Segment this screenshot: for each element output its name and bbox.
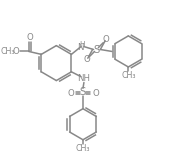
Text: H: H [79, 41, 85, 47]
Text: S: S [93, 45, 100, 54]
Text: O: O [83, 55, 90, 64]
Text: O: O [67, 89, 74, 98]
Text: O: O [26, 33, 33, 42]
Text: CH₃: CH₃ [0, 47, 15, 56]
Text: O: O [103, 35, 109, 44]
Text: N: N [77, 43, 83, 52]
Text: S: S [80, 87, 86, 97]
Text: O: O [92, 89, 99, 98]
Text: O: O [13, 47, 20, 56]
Text: CH₃: CH₃ [121, 71, 136, 80]
Text: CH₃: CH₃ [76, 144, 90, 153]
Text: NH: NH [77, 74, 90, 83]
